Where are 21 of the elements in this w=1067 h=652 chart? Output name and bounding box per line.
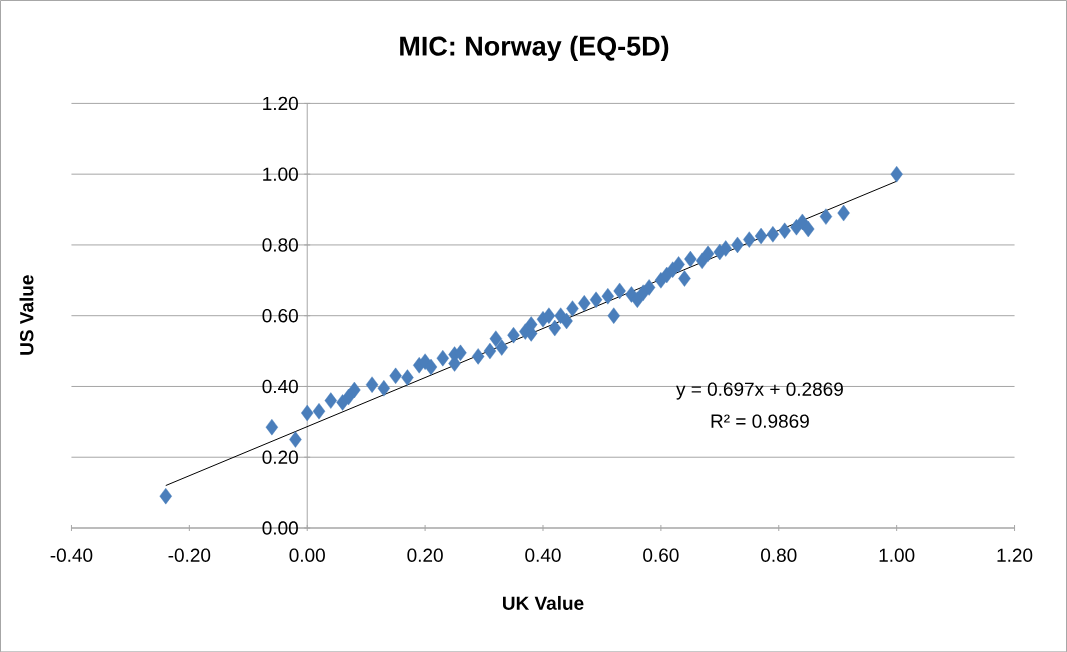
x-tick-label: 0.80 bbox=[761, 548, 797, 562]
chart-title: MIC: Norway (EQ-5D) bbox=[400, 35, 669, 61]
x-tick-label: -0.40 bbox=[50, 548, 93, 562]
y-tick-label: 0.60 bbox=[262, 308, 298, 323]
x-tick-label: 0.60 bbox=[643, 548, 679, 562]
x-tick-label: 0.00 bbox=[289, 548, 325, 562]
y-tick-label: 0.00 bbox=[262, 521, 298, 535]
y-tick-label: 1.20 bbox=[263, 96, 298, 110]
y-tick-label: 1.00 bbox=[263, 167, 298, 181]
annotation: y = 0.697x + 0.2869 bbox=[676, 382, 843, 400]
annotation: R² = 0.9869 bbox=[711, 414, 809, 428]
x-tick-label: 1.20 bbox=[997, 548, 1033, 562]
x-axis-title: UK Value bbox=[503, 595, 584, 610]
x-tick-label: -0.20 bbox=[168, 548, 211, 562]
x-tick-label: 1.00 bbox=[879, 548, 915, 562]
y-tick-label: 0.80 bbox=[262, 238, 298, 252]
y-tick-label: 0.20 bbox=[262, 450, 298, 464]
y-tick-label: 0.40 bbox=[262, 379, 298, 393]
y-axis-title: US Value bbox=[19, 275, 34, 355]
x-tick-label: 0.20 bbox=[407, 548, 443, 562]
x-tick-label: 0.40 bbox=[525, 548, 561, 562]
